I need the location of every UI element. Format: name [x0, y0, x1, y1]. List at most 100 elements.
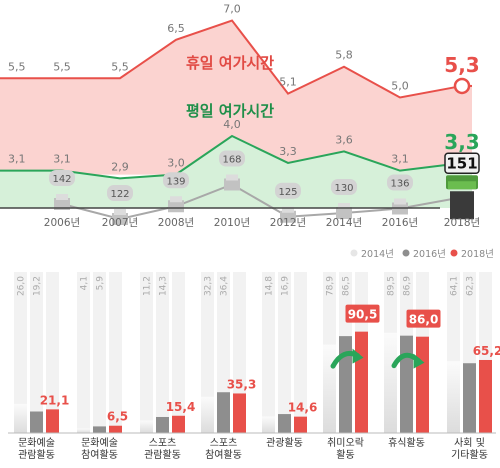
bar-background: [172, 272, 185, 433]
category-label: 관광활동: [266, 436, 303, 449]
legend-swatch: [402, 249, 410, 257]
bar-background: [93, 272, 106, 433]
bar-background: [262, 272, 275, 433]
weekday-final-label: 3,3: [444, 130, 479, 154]
bar-background: [278, 272, 291, 433]
bar-value-label-2018: 65,2: [473, 344, 500, 358]
weekday-label: 3,0: [167, 157, 185, 170]
bar-background: [14, 272, 27, 433]
bar-2018년: [46, 409, 59, 433]
category-label: 스포츠 관람활동: [144, 437, 181, 461]
spending-line: [61, 183, 463, 221]
x-tick-label: 2018년: [444, 217, 480, 229]
bar-value-label-2018: 15,4: [166, 400, 196, 414]
category-label-line: 스포츠: [149, 437, 177, 449]
x-tick-label: 2016년: [382, 217, 418, 229]
spending-bubble: [331, 179, 357, 195]
category-label-line: 사회 및: [454, 437, 485, 449]
spending-icon: [280, 210, 296, 223]
spending-icon-top: [56, 194, 68, 200]
weekday-lead-label: 3,1: [8, 153, 26, 166]
spending-bubble: [49, 170, 75, 186]
weekday-label: 3,1: [53, 153, 71, 166]
legend-label: 2014년: [361, 249, 394, 260]
bar-background: [156, 272, 169, 433]
bar-2018년: [479, 359, 492, 433]
bar-value-label: 19,2: [33, 276, 43, 296]
bar-2014년: [77, 428, 90, 433]
category-label-line: 관광활동: [266, 436, 303, 449]
spending-icon-top: [114, 209, 126, 215]
holiday-label: 5,8: [335, 49, 353, 62]
category-label-line: 취미오락: [327, 437, 364, 449]
holiday-lead-label: 5,5: [8, 60, 26, 73]
spending-icon-stack: [448, 181, 476, 190]
spending-icon: [224, 178, 240, 191]
category-label-line: 스포츠: [210, 437, 238, 449]
bar-2016년: [30, 411, 43, 433]
bar-value-label: 64,1: [450, 276, 460, 296]
spending-bubble: [275, 182, 301, 199]
category-label-line: 문화예술: [81, 437, 118, 449]
growth-arrow-head: [352, 348, 364, 364]
legend-swatch: [450, 249, 458, 257]
spending-icon: [54, 198, 70, 210]
bar-value-label-2018: 6,5: [107, 410, 128, 424]
legend-label: 2018년: [461, 249, 494, 260]
bar-value-label: 14,8: [265, 276, 275, 296]
spending-label: 142: [52, 174, 71, 185]
spending-icon-top: [338, 203, 350, 209]
spending-icon: [168, 200, 184, 213]
bar-2016년: [156, 416, 169, 433]
highlight-value-box: [406, 309, 441, 328]
weekday-label: 3,3: [279, 145, 297, 158]
bar-2016년: [217, 392, 230, 433]
category-label-line: 관람활동: [144, 448, 181, 461]
x-tick-label: 2007년: [102, 217, 138, 229]
category-label-line: 참여활동: [205, 448, 242, 461]
holiday-final-marker: [453, 77, 471, 95]
bar-value-label: 86,9: [403, 276, 413, 296]
bar-value-label: 14,3: [159, 276, 169, 296]
bar-2016년: [400, 335, 413, 433]
spending-bubble: [163, 172, 189, 189]
bar-value-label: 36,4: [220, 276, 230, 296]
bar-2014년: [323, 344, 336, 433]
spending-label: 122: [110, 189, 129, 200]
spending-icon-top: [170, 196, 182, 203]
highlight-value-box: [345, 304, 380, 323]
category-label: 사회 및 기타활동: [451, 437, 488, 461]
bar-2014년: [384, 332, 397, 433]
bar-value-label: 62,3: [466, 276, 476, 296]
spending-icon: [112, 213, 128, 225]
growth-arrow-head: [413, 353, 425, 369]
category-label: 문화예술 관람활동: [18, 437, 55, 461]
legend-label: 2016년: [413, 249, 446, 260]
category-label-line: 문화예술: [18, 437, 55, 449]
bar-background: [77, 272, 90, 433]
bar-2014년: [262, 416, 275, 433]
bar-background: [109, 272, 122, 433]
bar-2014년: [14, 403, 27, 433]
x-tick-label: 2006년: [44, 217, 80, 229]
bar-value-label: 4,1: [80, 276, 90, 290]
bar-background: [46, 272, 59, 433]
holiday-area: [0, 20, 472, 175]
bar-background: [233, 272, 246, 433]
spending-pedestal: [450, 191, 474, 220]
holiday-label: 5,5: [111, 60, 129, 73]
bar-2018년: [172, 415, 185, 433]
bar-background: [30, 272, 43, 433]
bar-value-label-2018: 21,1: [40, 393, 70, 407]
bar-value-label: 26,0: [17, 276, 27, 296]
bar-2018년: [416, 336, 429, 433]
bar-2016년: [463, 363, 476, 433]
bar-background: [201, 272, 214, 433]
category-label-line: 참여활동: [81, 448, 118, 461]
holiday-line: [0, 19, 463, 99]
category-label-line: 휴식활동: [388, 436, 425, 449]
bar-2018년: [233, 393, 246, 433]
weekday-label: 3,6: [335, 133, 353, 146]
holiday-series-name: 휴일 여가시간: [186, 54, 274, 72]
